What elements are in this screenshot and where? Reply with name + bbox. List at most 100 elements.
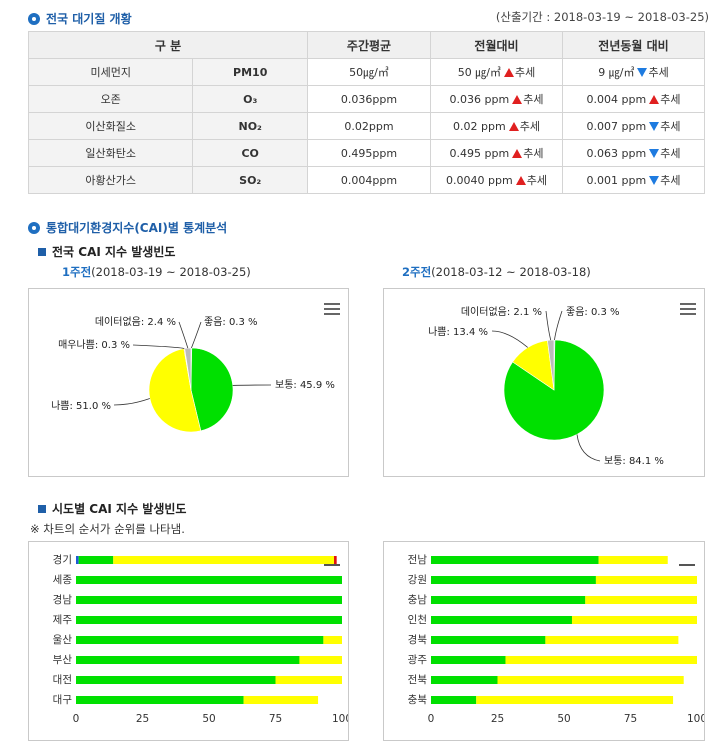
bar-category-label: 경남 xyxy=(53,593,73,606)
national-cai-header: 전국 CAI 지수 발생빈도 xyxy=(38,243,175,260)
chart-menu-icon xyxy=(679,564,695,566)
arrow-up-icon xyxy=(508,122,519,131)
national-cai-title: 전국 CAI 지수 발생빈도 xyxy=(52,245,176,259)
bar-segment-보통 xyxy=(76,616,342,624)
bullet-square-icon xyxy=(38,247,46,256)
bar-segment-좋음 xyxy=(76,556,79,564)
chart-menu-icon xyxy=(324,564,340,566)
chart-menu-icon[interactable] xyxy=(680,303,696,315)
change-value: 0.063 ppm xyxy=(586,147,647,160)
bar-chart-right-panel: 전남 강원 충남 인천 경북 광주 전북 충북 0 25 50 75 100 xyxy=(383,541,707,741)
pie-data-label: 보통: 45.9 % xyxy=(275,379,335,391)
bar-category-label: 대구 xyxy=(53,694,73,706)
year-over-year-cell: 9 ㎍/㎥ 추세 xyxy=(562,58,705,86)
bar-segment-나쁨 xyxy=(113,556,335,564)
bullet-circle-icon xyxy=(28,221,40,234)
bar-category-label: 강원 xyxy=(408,574,427,586)
header-weekly-average: 주간평균 xyxy=(307,31,431,59)
bar-segment-나쁨 xyxy=(505,656,697,664)
bar-category-label: 부산 xyxy=(53,654,73,666)
bar-category-label: 경북 xyxy=(408,633,428,646)
trend-label: 추세 xyxy=(660,147,681,160)
change-value: 50 ㎍/㎥ xyxy=(457,66,501,79)
weekly-average-value: 0.004ppm xyxy=(307,166,431,194)
bar-segment-보통 xyxy=(76,676,276,684)
bar-segment-보통 xyxy=(431,556,599,564)
x-tick-label: 100 xyxy=(687,713,704,725)
bar-segment-나쁨 xyxy=(585,596,697,604)
arrow-up-icon xyxy=(515,176,526,185)
pie-slice-나쁨 xyxy=(148,348,202,433)
bar-category-label: 제주 xyxy=(53,614,73,626)
pie-data-label: 나쁨: 13.4 % xyxy=(428,326,488,338)
pie-chart-week2: 데이터없음: 2.1 % 좋음: 0.3 % 나쁨: 13.4 % 보통: 84.1 … xyxy=(428,305,664,467)
x-tick-label: 50 xyxy=(557,713,570,725)
pollutant-code: SO₂ xyxy=(192,166,308,194)
cai-title: 통합대기환경지수(CAI)별 통계분석 xyxy=(46,221,228,235)
week2-label: 2주전(2018-03-12 ~ 2018-03-18) xyxy=(402,264,591,280)
bar-segment-나쁨 xyxy=(598,556,668,564)
arrow-up-icon xyxy=(503,68,514,77)
chart-menu-icon[interactable] xyxy=(324,303,340,315)
pie-slice-보통 xyxy=(503,339,605,441)
bar-category-label: 충남 xyxy=(408,594,428,606)
pie-connector xyxy=(491,330,528,348)
pollutant-name: 아황산가스 xyxy=(27,166,194,194)
week1-range: (2018-03-19 ~ 2018-03-25) xyxy=(91,265,251,279)
bar-segment-나쁨 xyxy=(595,576,697,584)
x-tick-label: 25 xyxy=(491,713,504,725)
change-value: 0.001 ppm xyxy=(586,174,647,187)
pollutant-code: CO xyxy=(192,139,308,167)
weekly-average-value: 0.036ppm xyxy=(307,85,431,113)
bar-segment-나쁨 xyxy=(323,636,342,644)
trend-label: 추세 xyxy=(523,93,544,106)
bullet-circle-icon xyxy=(28,12,40,25)
regional-cai-header: 시도별 CAI 지수 발생빈도 xyxy=(38,500,186,517)
change-value: 0.495 ppm xyxy=(449,147,510,160)
weekly-average-value: 0.02ppm xyxy=(307,112,431,140)
trend-label: 추세 xyxy=(526,174,547,187)
bar-segment-보통 xyxy=(76,636,324,644)
pie-connector xyxy=(576,434,601,462)
x-tick-label: 50 xyxy=(202,713,215,725)
bar-segment-보통 xyxy=(431,676,498,684)
overview-title: 전국 대기질 개황 xyxy=(46,12,132,26)
trend-label: 추세 xyxy=(519,120,540,133)
bar-segment-보통 xyxy=(431,636,546,644)
arrow-down-icon xyxy=(649,149,660,158)
change-value: 0.036 ppm xyxy=(449,93,510,106)
header-category: 구 분 xyxy=(28,31,308,59)
pollutant-code: PM10 xyxy=(192,58,308,86)
pollutant-code: O₃ xyxy=(192,85,308,113)
pie-connector xyxy=(132,344,185,349)
month-over-month-cell: 0.02 ppm 추세 xyxy=(430,112,563,140)
bar-category-label: 전남 xyxy=(408,554,428,566)
bar-segment-보통 xyxy=(76,656,300,664)
month-over-month-cell: 50 ㎍/㎥ 추세 xyxy=(430,58,563,86)
week1-label: 1주전(2018-03-19 ~ 2018-03-25) xyxy=(62,264,251,280)
bar-segment-보통 xyxy=(76,596,342,604)
bar-segment-나쁨 xyxy=(545,636,679,644)
trend-label: 추세 xyxy=(660,174,681,187)
pie-data-label: 좋음: 0.3 % xyxy=(204,316,258,328)
x-tick-label: 25 xyxy=(136,713,149,725)
bar-segment-나쁨 xyxy=(571,616,697,624)
pie-data-label: 데이터없음: 2.1 % xyxy=(461,305,542,318)
pollutant-code: NO₂ xyxy=(192,112,308,140)
bar-segment-보통 xyxy=(431,696,477,704)
table-row: 미세먼지 PM10 50㎍/㎥ 50 ㎍/㎥ 추세 9 ㎍/㎥ 추세 xyxy=(27,58,705,86)
pollutant-name: 미세먼지 xyxy=(27,58,194,86)
bar-category-label: 경기 xyxy=(53,553,72,566)
x-tick-label: 0 xyxy=(428,713,435,725)
bar-segment-나쁨 xyxy=(275,676,342,684)
month-over-month-cell: 0.036 ppm 추세 xyxy=(430,85,563,113)
calculation-period: (산출기간 : 2018-03-19 ~ 2018-03-25) xyxy=(495,10,709,24)
bar-segment-보통 xyxy=(431,596,586,604)
arrow-down-icon xyxy=(649,176,660,185)
trend-label: 추세 xyxy=(514,66,536,79)
year-over-year-cell: 0.063 ppm 추세 xyxy=(562,139,705,167)
bullet-square-icon xyxy=(38,504,46,513)
